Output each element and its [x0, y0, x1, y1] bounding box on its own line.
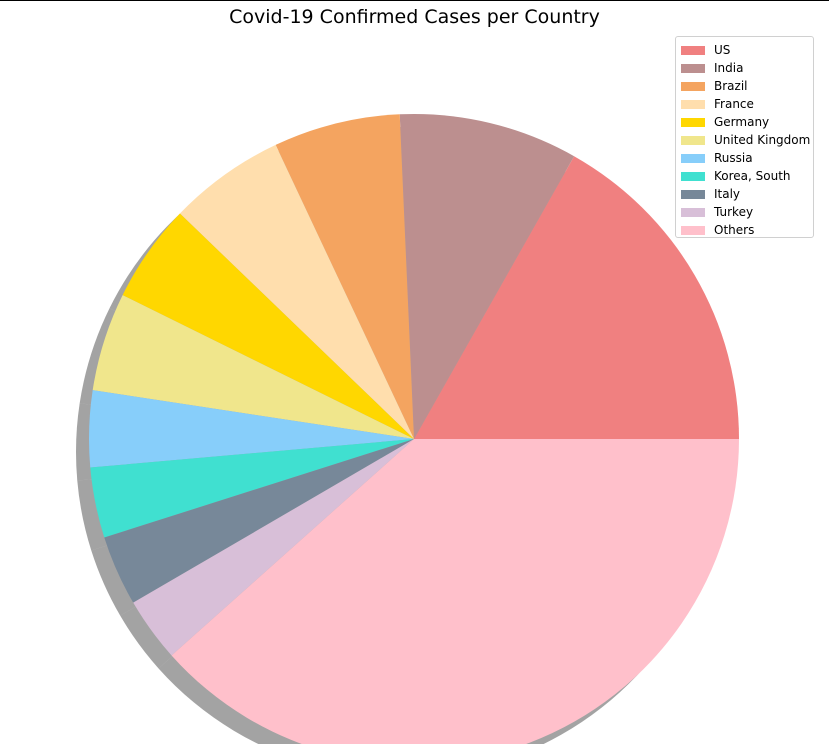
- legend-item-germany: Germany: [676, 113, 813, 131]
- legend: US India Brazil France Germany United Kingdom…: [675, 36, 814, 238]
- legend-swatch: [681, 225, 705, 235]
- legend-item-turkey: Turkey: [676, 203, 813, 221]
- legend-swatch: [681, 135, 705, 145]
- chart-title: Covid-19 Confirmed Cases per Country: [229, 6, 600, 28]
- pie-slice-korea-south: [90, 439, 414, 538]
- legend-label: Italy: [714, 187, 741, 201]
- legend-label: Korea, South: [714, 169, 791, 183]
- legend-label: Turkey: [714, 205, 754, 219]
- pie-slice-brazil: [275, 114, 414, 439]
- pie-slice-germany: [122, 213, 414, 439]
- legend-swatch: [681, 189, 705, 199]
- pie-slice-france: [179, 144, 414, 439]
- legend-swatch: [681, 117, 705, 127]
- legend-label: United Kingdom: [714, 133, 811, 147]
- legend-item-brazil: Brazil: [676, 77, 813, 95]
- legend-label: Germany: [714, 115, 770, 129]
- pie-slice-india: [399, 113, 575, 439]
- legend-swatch: [681, 153, 705, 163]
- legend-swatch: [681, 99, 705, 109]
- legend-label: France: [714, 97, 754, 111]
- legend-item-russia: Russia: [676, 149, 813, 167]
- legend-swatch: [681, 171, 705, 181]
- pie-slice-others: [171, 439, 739, 744]
- legend-label: Russia: [714, 151, 753, 165]
- legend-item-france: France: [676, 95, 813, 113]
- legend-label: Others: [714, 223, 755, 237]
- legend-item-others: Others: [676, 221, 813, 239]
- legend-swatch: [681, 45, 705, 55]
- legend-swatch: [681, 207, 705, 217]
- legend-label: US: [714, 43, 731, 57]
- legend-item-united-kingdom: United Kingdom: [676, 131, 813, 149]
- pie-slice-italy: [104, 439, 414, 603]
- legend-swatch: [681, 81, 705, 91]
- pie-slice-united-kingdom: [92, 295, 414, 439]
- legend-label: India: [714, 61, 744, 75]
- pie-slices: [89, 113, 740, 744]
- legend-label: Brazil: [714, 79, 748, 93]
- legend-item-korea-south: Korea, South: [676, 167, 813, 185]
- legend-item-us: US: [676, 41, 813, 59]
- pie-slice-turkey: [133, 439, 414, 656]
- pie-slice-russia: [89, 390, 414, 468]
- legend-item-italy: Italy: [676, 185, 813, 203]
- legend-item-india: India: [676, 59, 813, 77]
- legend-swatch: [681, 63, 705, 73]
- pie-slice-us: [414, 156, 740, 439]
